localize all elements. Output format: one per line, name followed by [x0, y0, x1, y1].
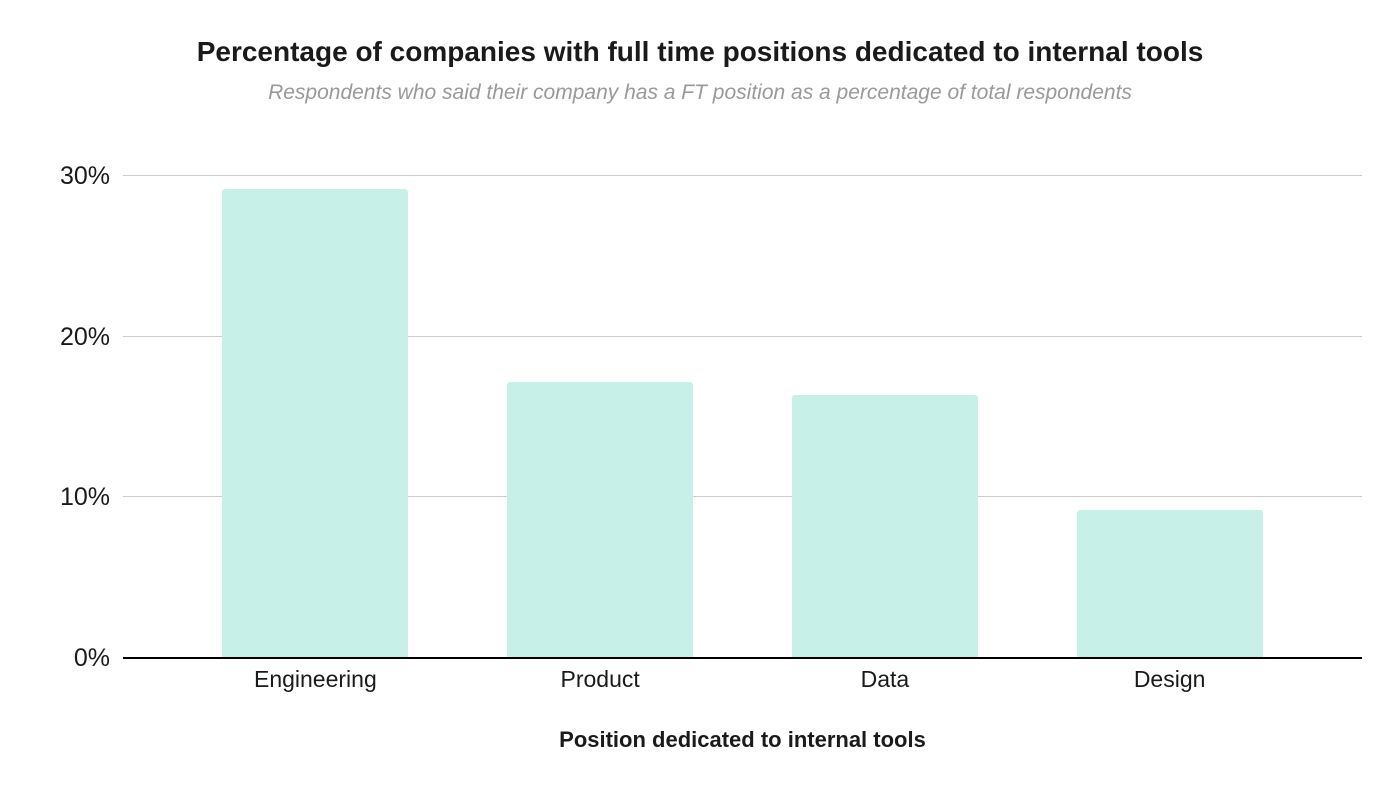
y-tick-label-20: 20%: [59, 322, 110, 351]
chart-subtitle: Respondents who said their company has a…: [268, 81, 1132, 104]
gridline-30: [123, 175, 1362, 176]
x-axis-labels: Engineering Product Data Design: [123, 664, 1362, 698]
y-tick-label-30: 30%: [59, 162, 110, 190]
y-tick-label-10: 10%: [59, 483, 110, 512]
plot-area: [123, 175, 1362, 659]
gridline-10: [123, 496, 1362, 498]
x-category-label-design: Design: [1133, 666, 1206, 692]
x-axis-line: [123, 657, 1362, 659]
y-tick-label-0: 0%: [73, 644, 110, 672]
x-category-label-engineering: Engineering: [253, 666, 377, 692]
chart-title: Percentage of companies with full time p…: [196, 36, 1204, 67]
x-category-label-data: Data: [860, 666, 910, 692]
x-axis-title: Position dedicated to internal tools: [559, 727, 926, 752]
x-category-label-product: Product: [560, 666, 640, 692]
bar-product: [507, 381, 694, 658]
bar-design: [1076, 510, 1263, 658]
bar-data: [791, 394, 978, 658]
bar-engineering: [222, 188, 409, 658]
gridline-20: [123, 335, 1362, 337]
y-axis-labels: 0% 10% 20% 30%: [0, 0, 110, 792]
